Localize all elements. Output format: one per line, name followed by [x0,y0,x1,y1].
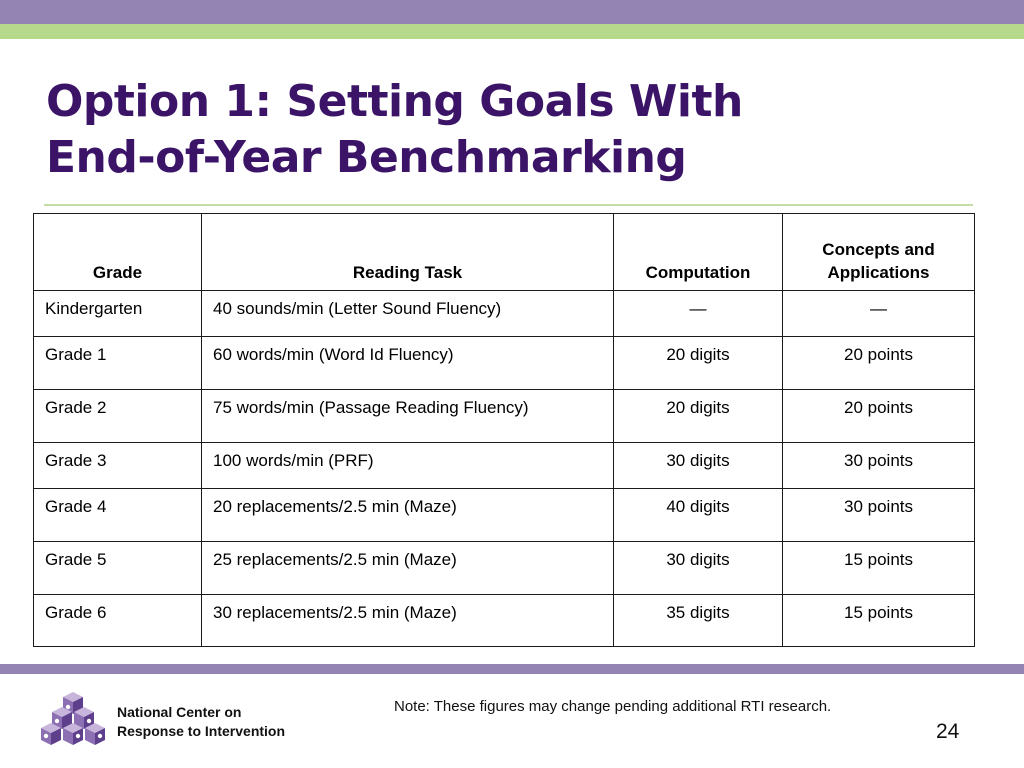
research-note: Note: These figures may change pending a… [394,698,832,715]
cell-concepts: 20 points [782,389,975,443]
cube-stack-logo-icon [41,692,105,745]
cell-grade: Grade 6 [33,594,202,647]
table-row: Kindergarten 40 sounds/min (Letter Sound… [33,290,975,337]
cell-computation: 40 digits [613,488,783,542]
cell-reading-task: 75 words/min (Passage Reading Fluency) [201,389,614,443]
table-row: Grade 5 25 replacements/2.5 min (Maze) 3… [33,541,975,595]
cell-grade: Grade 5 [33,541,202,595]
cell-computation: — [613,290,783,337]
organization-name: National Center on Response to Intervent… [117,703,285,741]
slide-title-line-1: Option 1: Setting Goals With [46,76,743,127]
cell-computation: 20 digits [613,336,783,390]
cell-concepts: — [782,290,975,337]
cell-computation: 30 digits [613,541,783,595]
cell-grade: Grade 2 [33,389,202,443]
title-divider [44,204,973,206]
cell-reading-task: 30 replacements/2.5 min (Maze) [201,594,614,647]
header-grade: Grade [33,213,202,291]
cell-concepts: 30 points [782,442,975,489]
cell-concepts: 15 points [782,541,975,595]
table-row: Grade 1 60 words/min (Word Id Fluency) 2… [33,336,975,390]
header-reading-task: Reading Task [201,213,614,291]
cell-reading-task: 60 words/min (Word Id Fluency) [201,336,614,390]
table-row: Grade 4 20 replacements/2.5 min (Maze) 4… [33,488,975,542]
cell-concepts: 15 points [782,594,975,647]
cell-concepts: 30 points [782,488,975,542]
cell-reading-task: 100 words/min (PRF) [201,442,614,489]
page-number: 24 [936,720,960,743]
organization-name-line-1: National Center on [117,704,242,720]
benchmark-goals-table: Grade Reading Task Computation Concepts … [33,213,975,647]
cell-reading-task: 25 replacements/2.5 min (Maze) [201,541,614,595]
cell-grade: Grade 1 [33,336,202,390]
table-row: Grade 2 75 words/min (Passage Reading Fl… [33,389,975,443]
table-row: Grade 6 30 replacements/2.5 min (Maze) 3… [33,594,975,647]
cell-reading-task: 40 sounds/min (Letter Sound Fluency) [201,290,614,337]
slide-title-line-2: End-of-Year Benchmarking [46,132,687,183]
cell-grade: Grade 4 [33,488,202,542]
cell-concepts: 20 points [782,336,975,390]
cell-grade: Kindergarten [33,290,202,337]
slide-title: Option 1: Setting Goals With End-of-Year… [46,74,986,186]
table-row: Grade 3 100 words/min (PRF) 30 digits 30… [33,442,975,489]
cell-reading-task: 20 replacements/2.5 min (Maze) [201,488,614,542]
cell-computation: 20 digits [613,389,783,443]
top-accent-bar-purple [0,0,1024,24]
header-concepts-applications: Concepts and Applications [782,213,975,291]
bottom-accent-bar-purple [0,664,1024,674]
cell-grade: Grade 3 [33,442,202,489]
cell-computation: 35 digits [613,594,783,647]
table-header-row: Grade Reading Task Computation Concepts … [33,213,975,291]
header-computation: Computation [613,213,783,291]
organization-name-line-2: Response to Intervention [117,723,286,739]
cell-computation: 30 digits [613,442,783,489]
top-accent-bar-green [0,24,1024,39]
